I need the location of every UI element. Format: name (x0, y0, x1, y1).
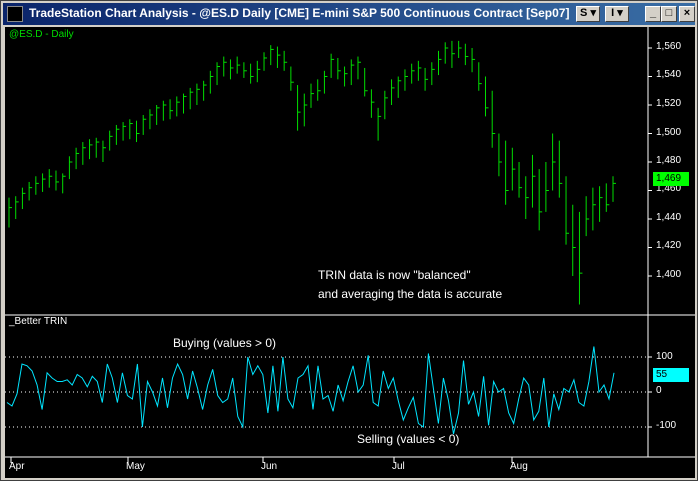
last-price-badge: 1,469 (653, 172, 689, 186)
price-tick: 1,440 (656, 212, 682, 223)
minimize-button[interactable]: _ (645, 6, 661, 22)
price-tick: 1,480 (656, 155, 682, 166)
price-tick: 1,560 (656, 41, 682, 52)
chevron-down-icon: ▾ (590, 7, 596, 19)
trin-series-line (6, 346, 615, 435)
price-tick: 1,540 (656, 69, 682, 80)
indicator-tick: 0 (656, 385, 662, 396)
annotation-line-2: and averaging the data is accurate (318, 287, 503, 301)
price-tick: 1,520 (656, 98, 682, 109)
month-label: Apr (9, 461, 25, 472)
selling-label: Selling (values < 0) (357, 432, 460, 446)
indicator-tick: -100 (656, 420, 677, 431)
last-indicator-badge: 55 (653, 368, 689, 382)
chart-svg (5, 27, 695, 463)
close-button[interactable]: × (679, 6, 695, 22)
month-label: Jul (392, 461, 405, 472)
title-bar[interactable]: TradeStation Chart Analysis - @ES.D Dail… (3, 3, 695, 25)
chart-area[interactable]: @ES.D - Daily _Better TRIN 1,560 1,540 1… (5, 27, 695, 478)
app-icon (7, 6, 23, 22)
window-title: TradeStation Chart Analysis - @ES.D Dail… (29, 6, 570, 20)
month-label: May (126, 461, 145, 472)
symbol-button-label: S (580, 7, 588, 19)
price-tick: 1,400 (656, 269, 682, 280)
month-label: Aug (510, 461, 528, 472)
maximize-button[interactable]: □ (661, 6, 677, 22)
interval-button-label: I (611, 7, 615, 19)
interval-button[interactable]: I ▾ (605, 6, 629, 22)
buying-label: Buying (values > 0) (173, 336, 277, 350)
price-series-label: @ES.D - Daily (9, 29, 74, 40)
symbol-button[interactable]: S ▾ (576, 6, 600, 22)
price-tick: 1,420 (656, 240, 682, 251)
price-tick: 1,460 (656, 183, 682, 194)
indicator-label: _Better TRIN (9, 316, 68, 327)
price-tick: 1,500 (656, 127, 682, 138)
month-label: Jun (261, 461, 278, 472)
indicator-tick: 100 (656, 351, 673, 362)
annotation-line-1: TRIN data is now "balanced" (318, 268, 471, 282)
chevron-down-icon: ▾ (617, 7, 623, 19)
